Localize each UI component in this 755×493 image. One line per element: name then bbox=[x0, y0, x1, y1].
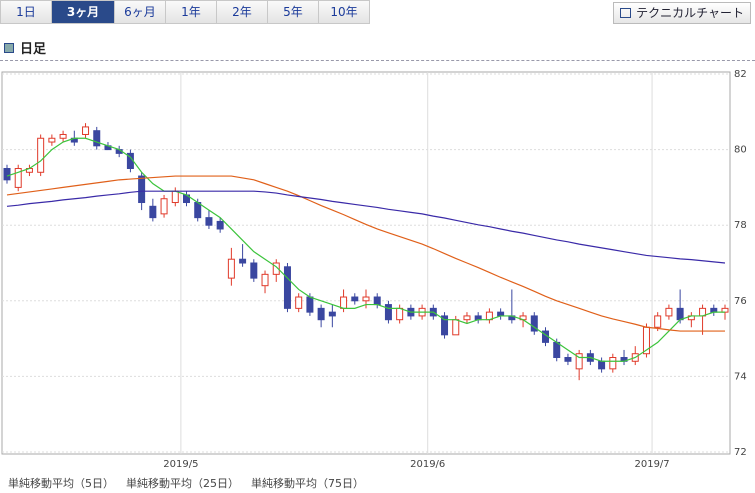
moving-average-line bbox=[6, 137, 725, 362]
candle-body bbox=[82, 126, 90, 135]
y-tick-label: 74 bbox=[734, 371, 747, 382]
candle-body bbox=[373, 296, 381, 306]
tab[interactable]: 1年 bbox=[165, 0, 217, 24]
y-tick-label: 80 bbox=[734, 145, 747, 156]
candle-body bbox=[340, 296, 348, 309]
candle-body bbox=[216, 220, 224, 230]
y-tick-label: 76 bbox=[734, 296, 747, 307]
candle-body bbox=[452, 319, 460, 336]
y-tick-label: 82 bbox=[734, 69, 747, 80]
range-tabs: 1日 3ヶ月 6ヶ月 1年 2年 5年 10年 bbox=[0, 0, 370, 24]
candle-body bbox=[351, 296, 359, 302]
candle-body bbox=[138, 175, 146, 204]
candle-body bbox=[14, 168, 22, 188]
candle-body bbox=[261, 273, 269, 287]
section-header: 日足 bbox=[4, 38, 46, 57]
candle-body bbox=[441, 315, 449, 336]
tab[interactable]: 10年 bbox=[318, 0, 370, 24]
candle-body bbox=[48, 137, 56, 143]
candle-body bbox=[59, 133, 67, 139]
candle-body bbox=[396, 307, 404, 321]
candle-body bbox=[317, 307, 325, 321]
candle-body bbox=[272, 262, 280, 275]
tab[interactable]: 6ヶ月 bbox=[114, 0, 166, 24]
x-tick-label: 2019/7 bbox=[634, 459, 669, 470]
candle-body bbox=[654, 315, 662, 328]
candle-body bbox=[328, 311, 336, 317]
legend-entry: 単純移動平均（25日） bbox=[126, 476, 239, 490]
candle-body bbox=[171, 190, 179, 204]
candle-body bbox=[37, 137, 45, 173]
candle-body bbox=[676, 307, 684, 321]
candle-body bbox=[598, 360, 606, 370]
candle-body bbox=[250, 262, 258, 279]
tab[interactable]: 1日 bbox=[0, 0, 52, 24]
x-tick-label: 2019/6 bbox=[410, 459, 445, 470]
candle-body bbox=[362, 296, 370, 302]
candle-body bbox=[609, 357, 617, 370]
candle-body bbox=[665, 307, 673, 317]
candle-body bbox=[239, 258, 247, 264]
candle-body bbox=[283, 266, 291, 309]
candle-body bbox=[160, 198, 168, 215]
y-tick-label: 72 bbox=[734, 447, 747, 458]
candle-body bbox=[463, 315, 471, 321]
candle-body bbox=[227, 258, 235, 279]
x-tick-label: 2019/5 bbox=[163, 459, 198, 470]
plot-area bbox=[1, 71, 731, 455]
technical-chart-button[interactable]: テクニカルチャート bbox=[613, 2, 751, 24]
candle-body bbox=[93, 130, 101, 147]
y-tick-label: 78 bbox=[734, 220, 747, 231]
moving-average-line bbox=[6, 190, 726, 264]
candle-body bbox=[564, 357, 572, 362]
legend-entry: 単純移動平均（5日） bbox=[8, 476, 114, 490]
candle-body bbox=[306, 296, 314, 313]
candle-body bbox=[194, 202, 202, 219]
divider bbox=[0, 60, 755, 61]
candle-body bbox=[553, 341, 561, 359]
legend-entry: 単純移動平均（75日） bbox=[251, 476, 364, 490]
candle-body bbox=[205, 217, 213, 226]
tab[interactable]: 3ヶ月 bbox=[51, 0, 115, 24]
candle-body bbox=[575, 353, 583, 370]
candle-body bbox=[530, 315, 538, 332]
moving-average-line bbox=[6, 175, 725, 332]
candle-body bbox=[295, 296, 303, 309]
candle-body bbox=[3, 168, 11, 181]
tab[interactable]: 2年 bbox=[216, 0, 268, 24]
candle-body bbox=[149, 205, 157, 219]
candle-body bbox=[384, 304, 392, 321]
